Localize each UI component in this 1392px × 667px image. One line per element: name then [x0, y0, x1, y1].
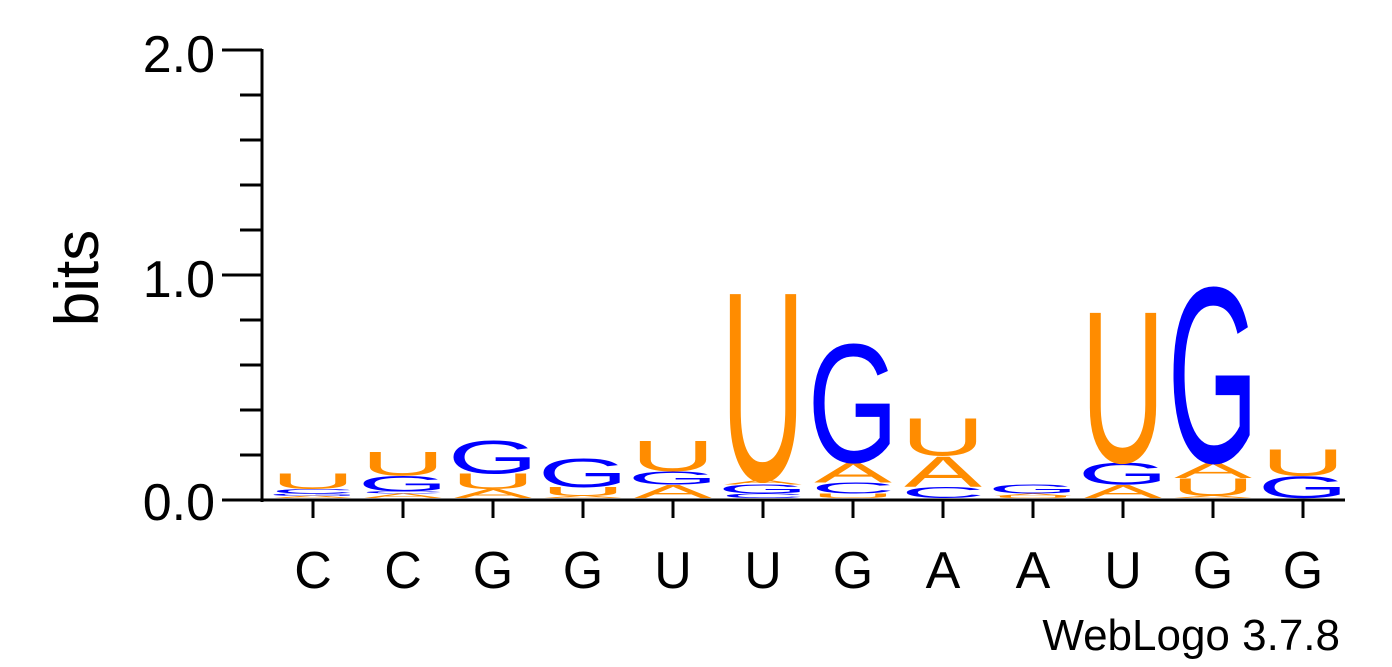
logo-letter-u: U — [721, 237, 805, 538]
logo-letter-u: U — [991, 495, 1075, 499]
logo-letter-c: C — [901, 484, 985, 502]
x-tick-label-11: G — [1193, 542, 1233, 600]
logo-letter-a: A — [544, 495, 622, 499]
x-tick-label-1: C — [294, 542, 332, 600]
weblogo-credit: WebLogo 3.7.8 — [1042, 611, 1340, 660]
logo-letter-a: A — [454, 487, 533, 501]
x-tick-label-2: C — [384, 542, 422, 600]
x-tick-label-10: U — [1104, 542, 1142, 600]
x-axis: C C G G U U G A A U G G — [262, 498, 1345, 600]
logo-letter-u: U — [451, 469, 535, 494]
logo-letter-g: G — [1078, 457, 1169, 492]
y-tick-label-2: 2.0 — [143, 26, 215, 84]
logo-letter-c: C — [361, 491, 445, 495]
x-tick-label-7: G — [833, 542, 873, 600]
logo-letter-c: C — [271, 488, 355, 495]
x-tick-label-6: U — [744, 542, 782, 600]
logo-letter-u: U — [271, 469, 355, 494]
logo-letter-u: U — [361, 445, 445, 484]
logo-letter-u: U — [541, 484, 625, 498]
x-tick-label-9: A — [1016, 542, 1051, 600]
logo-letter-u: U — [811, 492, 895, 499]
logo-letter-a: A — [634, 481, 712, 502]
logo-letter-a: A — [1174, 495, 1252, 499]
y-tick-label-0: 0.0 — [143, 474, 215, 532]
logo-letter-g: G — [1168, 235, 1259, 516]
x-tick-label-3: G — [473, 542, 513, 600]
y-axis-ticks — [222, 48, 262, 502]
logo-letter-a: A — [904, 447, 982, 496]
logo-letter-a: A — [814, 457, 892, 489]
logo-letter-g: G — [808, 308, 899, 498]
logo-letter-a: A — [1174, 458, 1252, 483]
logo-letter-a: A — [274, 495, 352, 499]
x-tick-label-4: G — [563, 542, 603, 600]
logo-letter-c: C — [811, 479, 895, 497]
logo-letter-a: A — [724, 479, 802, 486]
logo-letter-g: G — [538, 450, 629, 496]
logo-letter-g: G — [448, 430, 539, 483]
y-axis: 2.0 1.0 0.0 — [143, 26, 264, 532]
y-tick-label-1: 1.0 — [143, 251, 215, 309]
logo-letter-c: C — [721, 492, 805, 499]
logo-letter-u: U — [1171, 473, 1255, 501]
logo-letter-g: G — [1258, 470, 1349, 505]
logo-letter-a: A — [1084, 481, 1162, 502]
logo-letter-g: G — [358, 471, 449, 496]
logo-letter-u: U — [631, 431, 715, 480]
x-tick-label-8: A — [926, 542, 961, 600]
x-tick-label-12: G — [1283, 542, 1323, 600]
logo-letter-g: G — [628, 467, 719, 488]
logo-letter-g: G — [718, 482, 809, 496]
logo-letter-u: U — [901, 408, 985, 467]
x-axis-ticks — [311, 500, 1305, 518]
logo-letter-g: G — [268, 493, 359, 497]
logo-letter-a: A — [364, 492, 442, 499]
logo-letter-a: A — [994, 493, 1072, 497]
logo-letter-u: U — [1081, 265, 1165, 508]
y-axis-label: bits — [43, 230, 112, 326]
x-tick-label-5: U — [654, 542, 692, 600]
logo-letter-u: U — [1261, 442, 1345, 484]
x-axis-labels: C C G G U U G A A U G G — [294, 542, 1323, 600]
logo-letter-g: G — [988, 482, 1079, 496]
